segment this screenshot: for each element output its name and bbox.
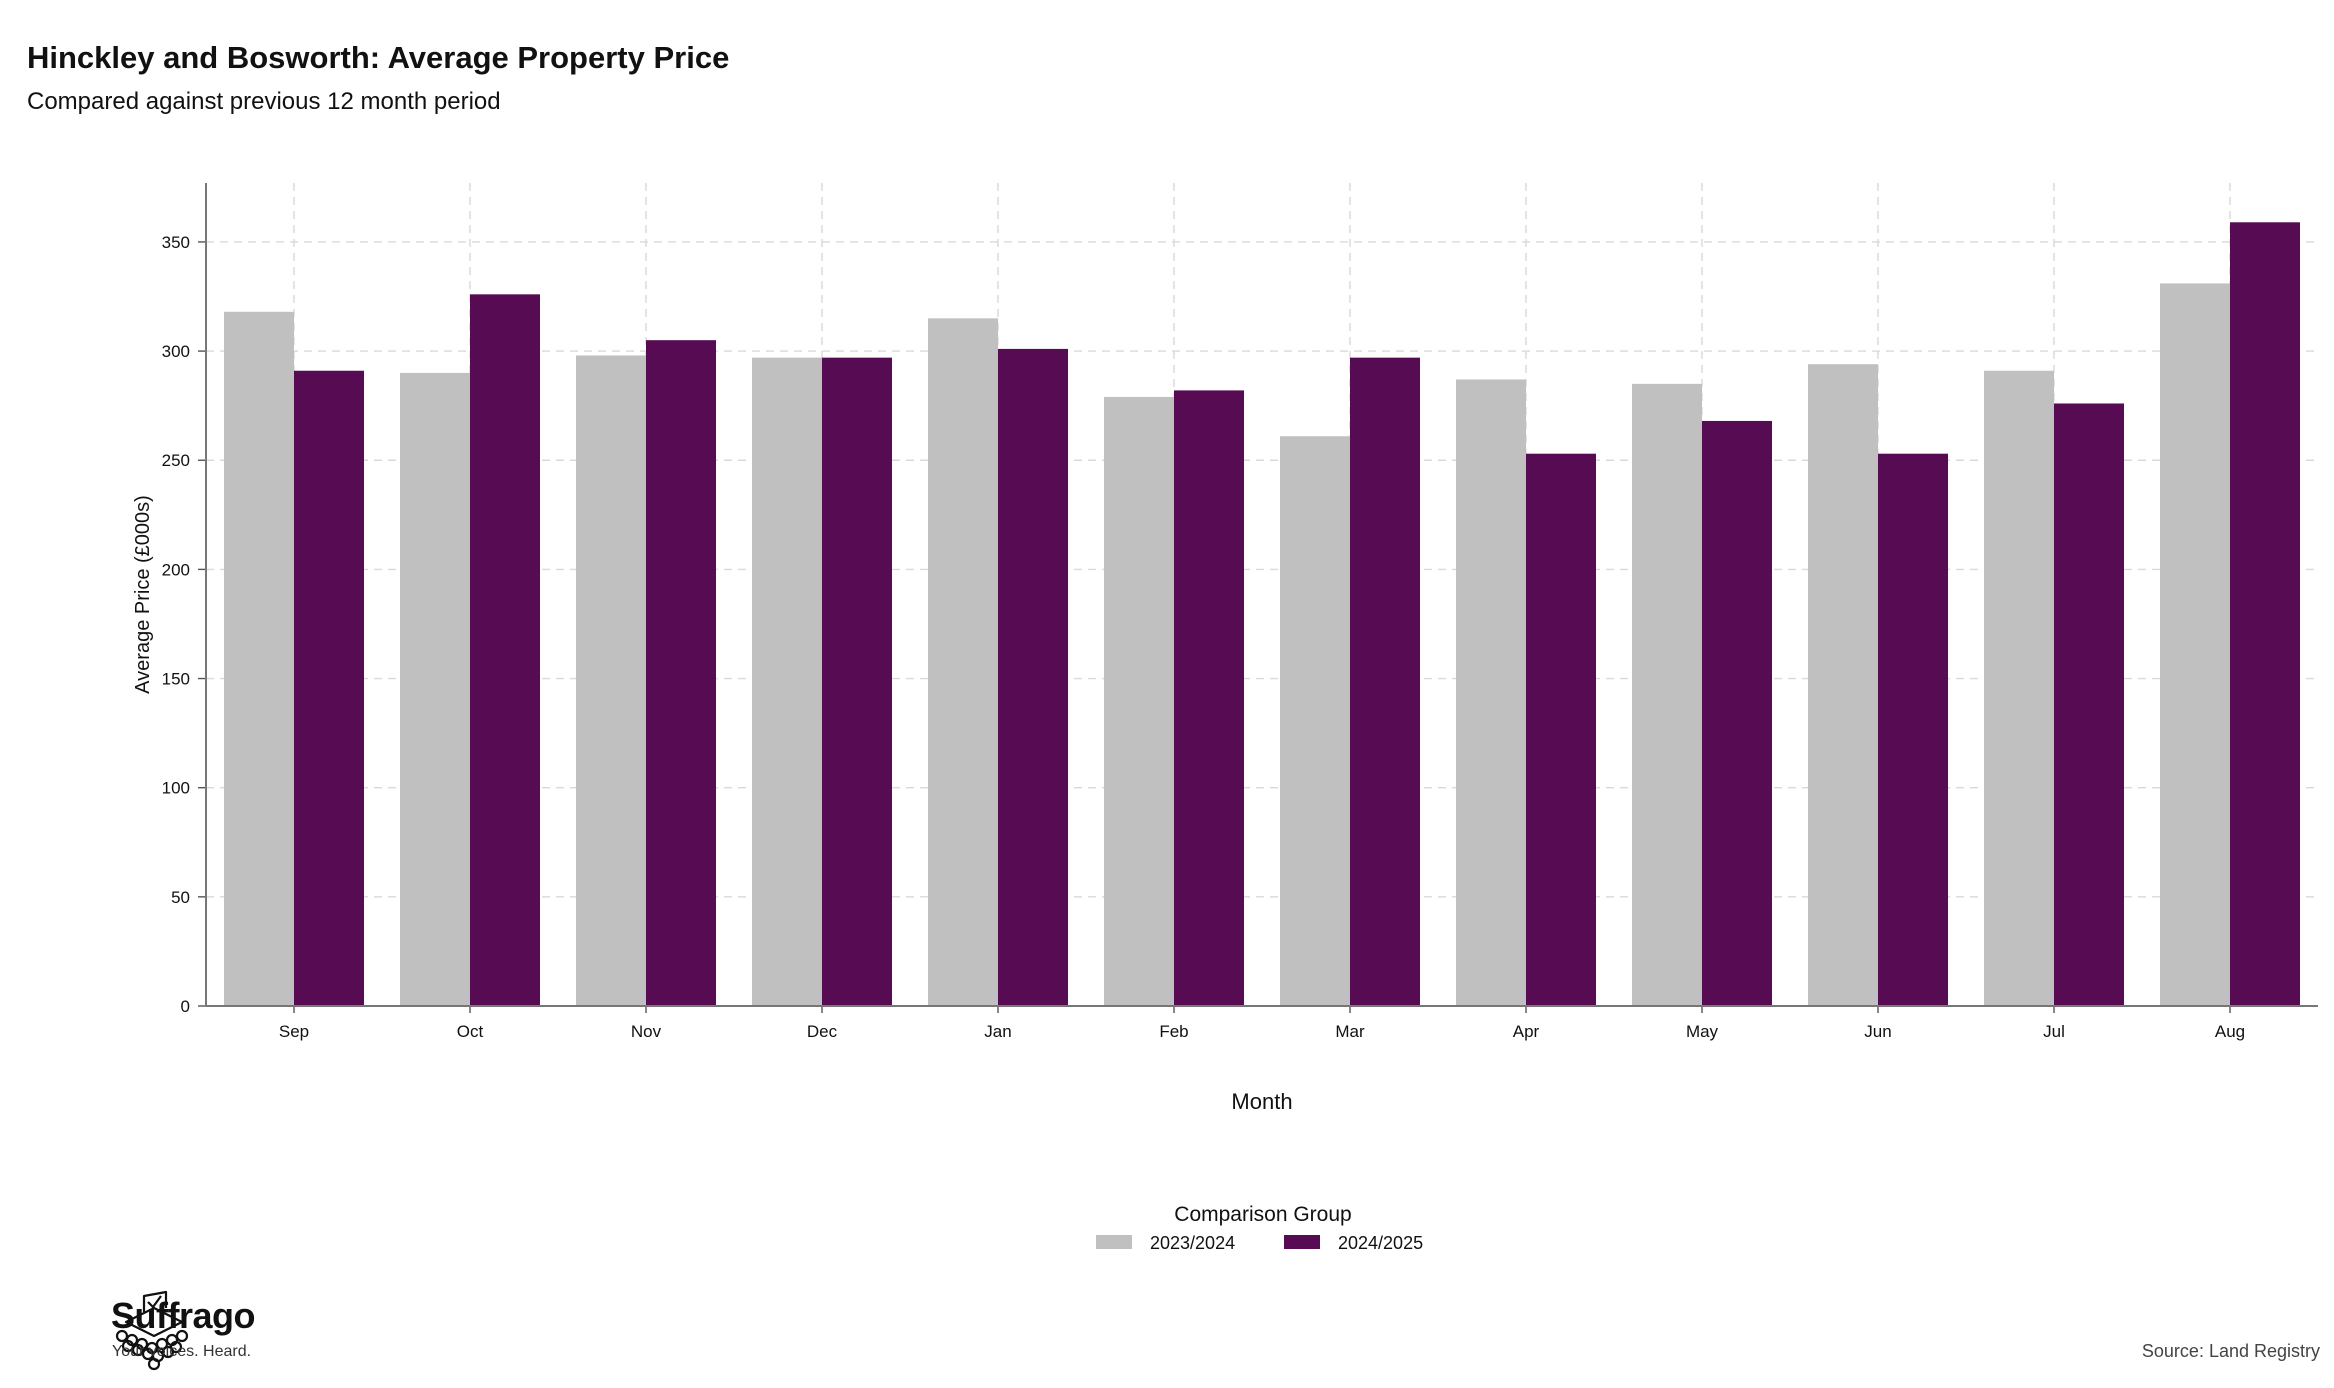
x-tick-label: Oct <box>457 1022 484 1041</box>
y-axis-title: Average Price (£000s) <box>132 495 154 694</box>
bar-2023-2024-oct <box>400 372 470 1006</box>
bar-2024-2025-jan <box>998 348 1068 1007</box>
x-tick-label: Nov <box>631 1022 662 1041</box>
bar-2023-2024-jul <box>1984 370 2054 1006</box>
ballot-box-logo-icon <box>115 1290 189 1371</box>
y-tick-label: 250 <box>162 451 190 470</box>
y-tick-label: 0 <box>181 997 190 1016</box>
axes: 0 50 100 150 200 250 300 350 Sep Oct Nov Dec Jan Feb M… <box>132 183 2318 1114</box>
x-tick-label: Aug <box>2215 1022 2245 1041</box>
y-tick-label: 350 <box>162 233 190 252</box>
x-tick-label: Apr <box>1513 1022 1540 1041</box>
bar-2024-2025-oct <box>470 294 540 1006</box>
bar-2023-2024-mar <box>1280 436 1350 1006</box>
legend: Comparison Group 2023/2024 2024/2025 <box>1096 1203 1423 1253</box>
bar-2023-2024-jun <box>1808 364 1878 1006</box>
brand-name: Suffrago <box>111 1295 256 1336</box>
bar-2024-2025-jul <box>2054 403 2124 1006</box>
legend-swatch-1 <box>1284 1235 1320 1249</box>
bar-2024-2025-jun <box>1878 453 1948 1006</box>
x-tick-label: Jun <box>1864 1022 1891 1041</box>
bar-2023-2024-jan <box>928 318 998 1006</box>
bars <box>224 222 2300 1007</box>
bar-2024-2025-feb <box>1174 390 1244 1006</box>
x-tick-label: Sep <box>279 1022 309 1041</box>
bar-2024-2025-aug <box>2230 222 2300 1006</box>
bar-2023-2024-dec <box>752 357 822 1006</box>
bar-2023-2024-aug <box>2160 283 2230 1007</box>
bar-2024-2025-sep <box>294 370 364 1006</box>
bar-2024-2025-may <box>1702 420 1772 1007</box>
bar-2024-2025-apr <box>1526 453 1596 1006</box>
brand-tagline: Your voices. Heard. <box>112 1343 252 1360</box>
x-axis-title: Month <box>1231 1089 1292 1114</box>
y-tick-label: 100 <box>162 779 190 798</box>
bar-2024-2025-nov <box>646 340 716 1006</box>
y-tick-label: 300 <box>162 342 190 361</box>
legend-swatch-0 <box>1096 1235 1132 1249</box>
y-tick-label: 200 <box>162 560 190 579</box>
bar-2023-2024-sep <box>224 311 294 1006</box>
legend-label-0: 2023/2024 <box>1150 1233 1235 1253</box>
legend-title: Comparison Group <box>1174 1203 1351 1226</box>
bar-2024-2025-dec <box>822 357 892 1006</box>
bar-2023-2024-may <box>1632 383 1702 1006</box>
y-tick-label: 150 <box>162 670 190 689</box>
y-tick-label: 50 <box>171 888 190 907</box>
x-tick-label: Jul <box>2043 1022 2065 1041</box>
x-tick-label: Mar <box>1335 1022 1365 1041</box>
chart-title: Hinckley and Bosworth: Average Property … <box>27 40 730 75</box>
bar-2023-2024-feb <box>1104 396 1174 1006</box>
chart-subtitle: Compared against previous 12 month perio… <box>27 88 501 115</box>
bar-2023-2024-nov <box>576 355 646 1007</box>
bar-2023-2024-apr <box>1456 379 1526 1006</box>
x-tick-label: Jan <box>984 1022 1011 1041</box>
x-tick-label: Dec <box>807 1022 838 1041</box>
bar-2024-2025-mar <box>1350 357 1420 1006</box>
x-tick-label: Feb <box>1159 1022 1188 1041</box>
source-note: Source: Land Registry <box>2141 1341 2320 1361</box>
legend-label-1: 2024/2025 <box>1338 1233 1423 1253</box>
x-tick-label: May <box>1686 1022 1719 1041</box>
